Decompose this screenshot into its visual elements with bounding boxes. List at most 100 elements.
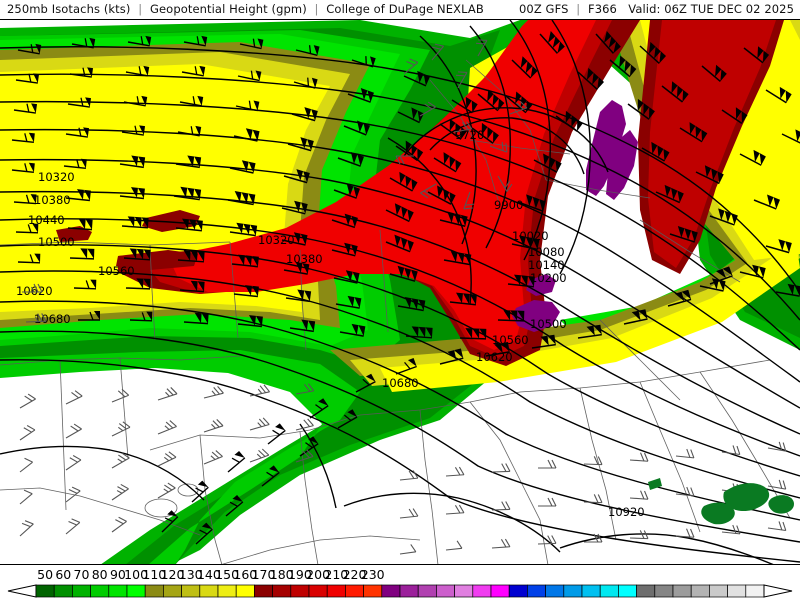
state-border-14	[0, 241, 231, 246]
header-source-label: College of DuPage NEXLAB	[326, 2, 484, 16]
colorbar-tick-label: 200	[306, 567, 331, 582]
state-border-12	[59, 359, 67, 511]
colorbar-swatch[interactable]	[308, 584, 328, 598]
colorbar-swatch[interactable]	[72, 584, 91, 598]
colorbar-swatch[interactable]	[126, 584, 146, 598]
colorbar-swatch[interactable]	[217, 584, 237, 598]
height-label: 10140	[528, 258, 565, 272]
colorbar-swatch[interactable]	[690, 584, 710, 598]
colorbar-swatch[interactable]	[454, 584, 474, 598]
colorbar-swatch[interactable]	[599, 584, 619, 598]
colorbar-swatch[interactable]	[108, 584, 128, 598]
colorbar-tick-label: 140	[196, 567, 221, 582]
colorbar-tick-label: 60	[55, 567, 72, 582]
height-contour	[0, 190, 800, 435]
height-contour	[0, 330, 800, 543]
colorbar-swatch[interactable]	[53, 584, 73, 598]
island-shape	[648, 478, 662, 490]
height-label: 10200	[530, 271, 567, 285]
colorbar-swatch[interactable]	[35, 584, 55, 598]
height-label: 10320	[38, 170, 75, 184]
isotach-island-red-3	[56, 226, 92, 242]
coast-1	[0, 487, 201, 536]
colorbar-swatch[interactable]	[90, 584, 110, 598]
colorbar-tick-label: 50	[37, 567, 54, 582]
state-border-9	[639, 381, 701, 533]
state-border-1	[149, 414, 361, 451]
colorbar-swatch[interactable]	[654, 584, 674, 598]
colorbar-swatch[interactable]	[508, 584, 528, 598]
state-border-10	[699, 371, 791, 519]
colorbar-swatch[interactable]	[436, 584, 455, 598]
colorbar-swatch[interactable]	[399, 584, 419, 598]
colorbar-swatch[interactable]	[472, 584, 492, 598]
height-contour	[0, 218, 800, 457]
colorbar-swatch[interactable]	[545, 584, 565, 598]
height-label: 10320	[258, 233, 295, 247]
colorbar-swatch[interactable]	[727, 584, 747, 598]
colorbar-swatch[interactable]	[563, 584, 583, 598]
colorbar-swatch[interactable]	[199, 584, 219, 598]
state-border-16	[229, 241, 239, 339]
state-border-23	[599, 319, 681, 401]
colorbar-swatch[interactable]	[709, 584, 728, 598]
colorbar-tick-label: 190	[287, 567, 312, 582]
state-border-18	[379, 229, 389, 333]
height-contour	[0, 73, 800, 321]
colorbar-tick-label: 70	[73, 567, 90, 582]
header-title-left: 250mb Isotachs (kts) | Geopotential Heig…	[7, 2, 484, 16]
height-label: 9720	[455, 128, 484, 142]
map-canvas[interactable]: 9720 9900 10020 10080 10140 10200 10320 …	[0, 20, 800, 565]
colorbar-swatch[interactable]	[345, 584, 364, 598]
colorbar-underflow-arrow	[7, 584, 37, 598]
state-border-2	[199, 434, 223, 564]
colorbar-swatch[interactable]	[581, 584, 601, 598]
colorbar-swatch[interactable]	[618, 584, 637, 598]
colorbar-swatch[interactable]	[363, 584, 383, 598]
colorbar-swatch[interactable]	[163, 584, 182, 598]
height-label: 10920	[608, 505, 645, 519]
height-contour	[0, 100, 800, 351]
geopotential-height-contours	[0, 20, 800, 564]
colorbar-svg	[7, 584, 793, 598]
height-label: 10680	[34, 312, 71, 326]
colorbar-swatch[interactable]	[272, 584, 292, 598]
colorbar-tick-label: 210	[324, 567, 349, 582]
colorbar-tick-label: 90	[109, 567, 126, 582]
height-contour	[299, 423, 337, 509]
height-contour	[403, 107, 609, 173]
header-divider-2: |	[314, 2, 319, 16]
height-label: 10500	[530, 317, 567, 331]
colorbar-swatch[interactable]	[636, 584, 656, 598]
colorbar-swatches[interactable]	[0, 584, 800, 598]
colorbar-swatch[interactable]	[181, 584, 201, 598]
colorbar-swatch[interactable]	[381, 584, 401, 598]
isotach-band-240kt-mid	[606, 130, 638, 200]
height-contour-labels: 9720 9900 10020 10080 10140 10200 10320 …	[16, 128, 645, 519]
header-height-label: Geopotential Height (gpm)	[150, 2, 307, 16]
isotach-band-190kt-e	[648, 20, 776, 268]
colorbar-swatch[interactable]	[527, 584, 546, 598]
colorbar-swatch[interactable]	[417, 584, 437, 598]
state-border-13	[119, 357, 129, 459]
colorbar-swatch[interactable]	[672, 584, 692, 598]
colorbar-legend: 50 60 70 80 90 100 110 120 130 140 150 160 170 180 190…	[0, 566, 800, 600]
colorbar-tick-label: 170	[251, 567, 276, 582]
height-label: 10380	[34, 193, 71, 207]
colorbar-swatch[interactable]	[490, 584, 510, 598]
colorbar-swatch[interactable]	[144, 584, 164, 598]
isotach-band-240kt-south	[512, 300, 560, 332]
colorbar-swatch[interactable]	[290, 584, 310, 598]
colorbar-tick-label: 100	[124, 567, 149, 582]
colorbar-swatch[interactable]	[254, 584, 273, 598]
colorbar-tick-label: 230	[360, 567, 385, 582]
colorbar-tick-label: 220	[342, 567, 367, 582]
colorbar-swatch[interactable]	[235, 584, 255, 598]
colorbar-swatch[interactable]	[745, 584, 765, 598]
height-contour	[0, 244, 800, 477]
isotach-fill-layer	[0, 20, 800, 564]
colorbar-swatch[interactable]	[326, 584, 346, 598]
island-shape	[701, 502, 735, 525]
header-bar: 250mb Isotachs (kts) | Geopotential Heig…	[0, 0, 800, 20]
